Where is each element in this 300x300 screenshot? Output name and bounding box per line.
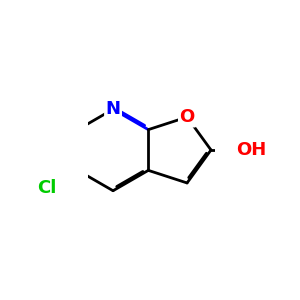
Text: N: N [106,100,121,118]
Text: Cl: Cl [37,179,56,197]
Text: O: O [179,108,195,126]
Text: OH: OH [237,141,267,159]
